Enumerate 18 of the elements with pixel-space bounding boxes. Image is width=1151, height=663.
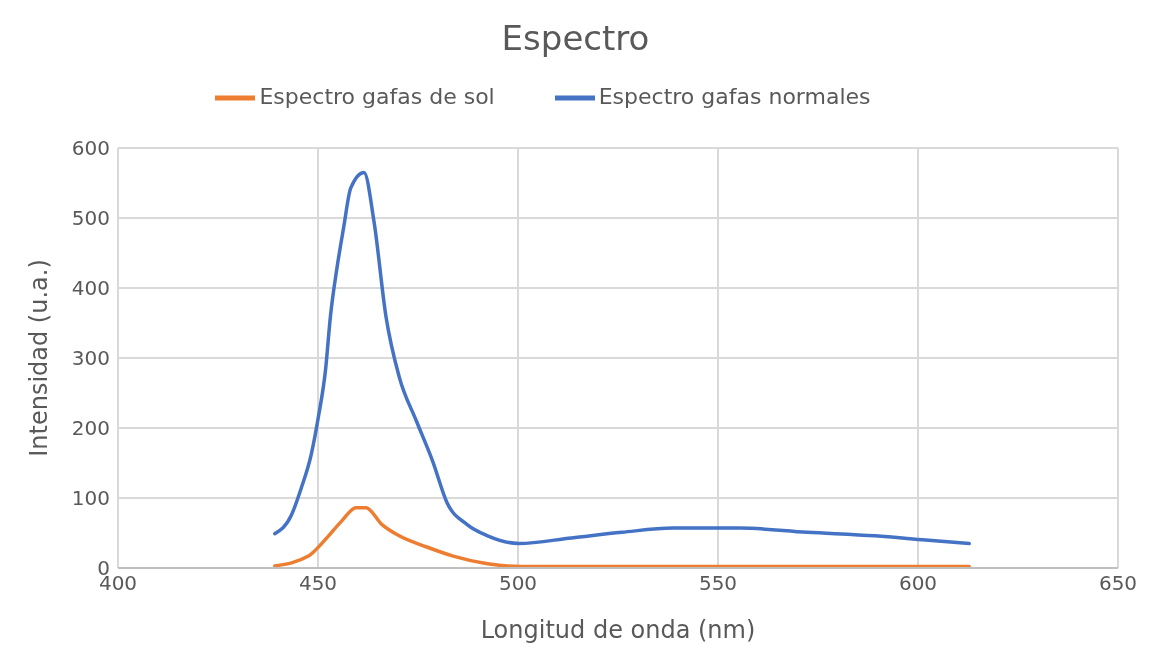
x-tick-label: 550 (698, 571, 738, 596)
y-tick-label: 500 (71, 206, 110, 231)
x-tick-label: 450 (298, 571, 338, 596)
y-tick-label: 400 (71, 276, 110, 301)
x-tick-label: 650 (1098, 571, 1138, 596)
x-tick-label: 600 (898, 571, 938, 596)
line-series (273, 170, 971, 546)
y-tick-label: 100 (71, 486, 110, 511)
y-tick-label: 300 (71, 346, 110, 371)
y-axis-title: Intensidad (u.a.) (24, 259, 53, 457)
y-tick-label: 600 (71, 136, 110, 161)
line-series (273, 506, 971, 568)
y-tick-label: 200 (71, 416, 110, 441)
x-tick-label: 500 (498, 571, 538, 596)
x-axis-title: Longitud de onda (nm) (480, 616, 756, 644)
legend-label: Espectro gafas normales (598, 84, 871, 109)
legend-label: Espectro gafas de sol (259, 84, 495, 109)
chart-title: Espectro (500, 17, 651, 60)
